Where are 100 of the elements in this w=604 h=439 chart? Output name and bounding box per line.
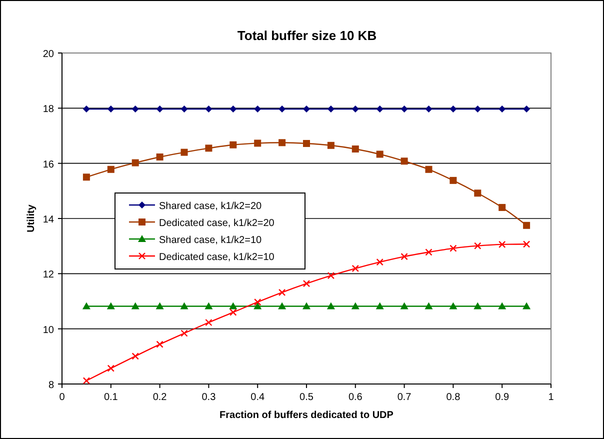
point [522,302,531,310]
x-tick-label: 0.5 [300,392,314,403]
point [498,204,506,211]
point [180,105,188,112]
point [278,302,286,310]
point [376,105,384,112]
point [156,340,164,348]
y-axis-title: Utility [26,204,37,232]
point [82,377,90,384]
point [156,153,164,160]
point [303,140,310,147]
point [82,174,90,181]
point [522,240,530,248]
point [523,222,530,229]
point [400,302,408,310]
legend-label: Shared case, k1/k2=20 [159,201,262,212]
point [180,148,188,156]
y-tick-label: 18 [42,104,54,116]
point [450,105,457,112]
chart-title: Total buffer size 10 KB [237,28,377,43]
point [82,302,90,310]
point [132,159,139,166]
point [400,158,408,165]
point [327,272,335,280]
point [425,105,432,112]
point [352,145,359,152]
x-tick-label: 0.3 [202,392,216,403]
point [278,139,286,146]
point [376,302,384,310]
x-tick-label: 0.2 [152,392,168,403]
x-tick-label: 0.7 [397,392,412,403]
legend-label: Dedicated case, k1/k2=20 [159,218,275,229]
x-tick-label: 0 [59,392,66,403]
point [376,258,384,266]
point [107,364,114,372]
point [352,264,359,272]
y-tick-label: 16 [42,159,54,170]
point [107,166,114,173]
point [474,242,482,250]
point [131,302,140,310]
point [156,302,164,310]
point [425,166,432,173]
legend-label: Shared case, k1/k2=10 [159,235,262,246]
point [254,298,262,306]
point [474,302,482,310]
point [523,105,530,112]
x-tick-label: 1 [548,392,554,403]
point [106,302,115,310]
point [205,318,212,326]
point [230,141,237,148]
point [254,105,262,112]
point [230,105,237,112]
point [82,105,90,112]
point [278,105,286,112]
point [156,105,164,112]
point [303,105,310,112]
point [107,105,114,112]
point [204,302,213,310]
point [302,280,310,288]
point [205,144,212,152]
point [498,302,506,310]
point [474,105,482,112]
point [352,105,359,112]
y-tick-label: 20 [42,49,54,60]
point [425,248,432,256]
point [424,302,433,310]
point [180,330,188,337]
point [400,105,408,112]
x-tick-label: 0.1 [104,392,118,403]
point [229,302,238,310]
point [400,252,408,260]
x-tick-label: 0.8 [446,392,461,403]
x-axis-title: Fraction of buffers dedicated to UDP [220,410,394,421]
y-tick-label: 10 [42,324,54,336]
y-tick-label: 12 [42,270,54,281]
point [230,308,237,316]
point [132,352,139,360]
x-tick-label: 0.9 [495,392,510,403]
point [474,190,482,197]
x-tick-label: 0.6 [348,392,363,403]
point [450,244,457,252]
point [205,105,212,112]
legend-label: Dedicated case, k1/k2=10 [159,252,275,263]
point [254,140,262,147]
point [302,302,310,310]
point [498,240,506,248]
point [327,142,334,149]
point [326,302,335,310]
point [180,302,188,310]
point [278,288,286,296]
point [132,105,139,112]
point [498,105,506,112]
point [351,302,360,310]
point [327,105,334,112]
point [449,302,458,310]
point [450,176,457,184]
y-tick-label: 8 [48,380,54,391]
point [376,150,384,158]
point [254,302,262,310]
y-tick-label: 14 [42,214,54,226]
